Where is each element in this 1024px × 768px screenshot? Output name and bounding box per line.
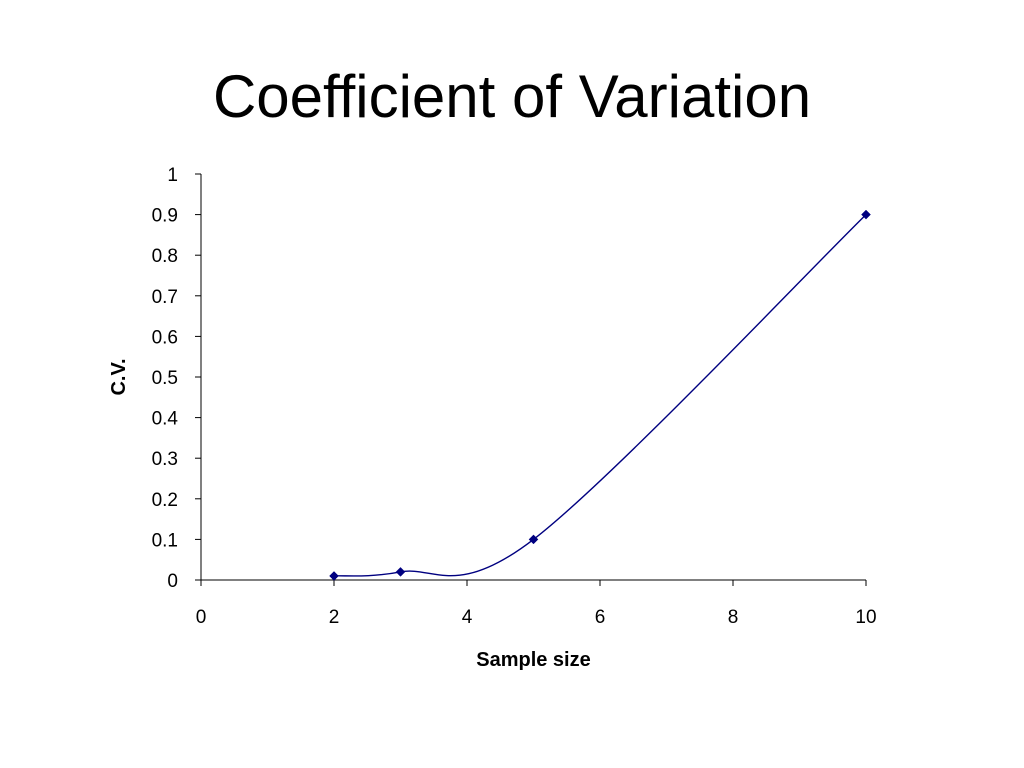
page-title: Coefficient of Variation (212, 63, 812, 130)
data-point-marker (528, 534, 539, 545)
data-point-marker (395, 567, 406, 577)
y-tick-label: 0.6 (152, 327, 178, 348)
x-tick-label: 10 (855, 607, 876, 628)
x-tick-label: 6 (595, 607, 606, 628)
y-tick-label: 0.7 (152, 287, 178, 308)
x-tick-label: 0 (196, 607, 207, 628)
y-tick-label: 0.5 (152, 368, 178, 389)
series-line (333, 214, 867, 577)
data-point-marker (861, 209, 871, 220)
data-point-marker (329, 571, 339, 581)
series-group (329, 209, 871, 581)
y-axis: 0 0.1 0.2 0.3 0.4 0.5 0.6 0.7 0.8 0.9 1 (152, 165, 202, 592)
x-tick-label: 2 (329, 607, 340, 628)
y-tick-label: 0.4 (152, 409, 179, 430)
y-tick-label: 0.2 (152, 490, 178, 511)
x-tick-label: 4 (462, 607, 473, 628)
y-tick-label: 0 (167, 571, 178, 592)
x-axis-title: Sample size (476, 649, 591, 671)
y-tick-label: 0.9 (152, 206, 178, 227)
y-tick-label: 0.3 (152, 449, 178, 470)
y-tick-label: 0.8 (152, 246, 178, 267)
y-tick-label: 1 (167, 165, 178, 186)
y-tick-label: 0.1 (152, 530, 178, 551)
y-axis-title: C.V. (108, 358, 130, 395)
x-axis: 0 2 4 6 8 10 (196, 579, 877, 628)
x-tick-label: 8 (728, 607, 739, 628)
